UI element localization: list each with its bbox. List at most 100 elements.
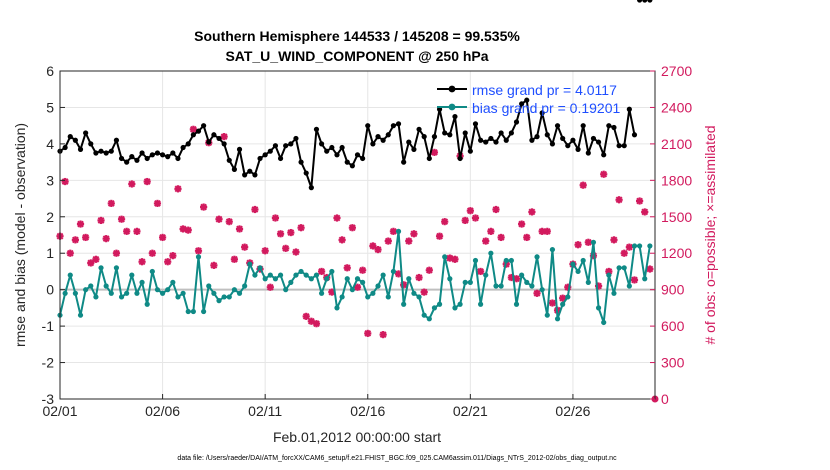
right-tick-label: 1500 xyxy=(661,209,692,225)
bias-point xyxy=(431,305,438,311)
bias-point xyxy=(67,272,73,278)
bias-point xyxy=(447,276,453,282)
bias-point xyxy=(462,279,468,285)
obs-mark-stroke xyxy=(528,208,536,216)
bias-point xyxy=(385,294,391,300)
left-tick-label: 0 xyxy=(46,282,54,298)
obs-point xyxy=(148,249,156,257)
obs-mark-stroke xyxy=(164,258,172,266)
obs-point xyxy=(446,254,454,262)
obs-mark-stroke xyxy=(266,283,274,291)
obs-point xyxy=(128,180,136,188)
obs-point xyxy=(461,216,469,225)
obs-mark-stroke xyxy=(302,312,310,320)
bias-point xyxy=(93,294,99,300)
rmse-point xyxy=(508,130,514,136)
left-tick-label: -3 xyxy=(42,391,55,407)
bias-point xyxy=(554,316,561,322)
obs-mark-stroke xyxy=(374,246,382,253)
obs-point xyxy=(123,227,131,235)
right-tick-label: 300 xyxy=(661,355,685,371)
bias-point xyxy=(170,279,176,285)
obs-point xyxy=(600,170,608,178)
obs-mark-stroke xyxy=(523,234,531,241)
rmse-point xyxy=(401,159,407,165)
x-tick-label: 02/21 xyxy=(453,403,488,419)
rmse-point xyxy=(498,130,504,136)
obs-point xyxy=(492,205,500,214)
obs-mark-stroke xyxy=(405,237,413,245)
rmse-series xyxy=(57,0,653,191)
bias-point xyxy=(401,301,407,307)
rmse-point xyxy=(283,143,289,149)
rmse-point xyxy=(72,137,78,143)
rmse-point xyxy=(442,130,448,136)
bias-point xyxy=(452,305,458,311)
obs-mark-stroke xyxy=(220,133,228,141)
bias-point xyxy=(493,283,499,289)
rmse-point xyxy=(277,155,284,162)
right-tick-label: 0 xyxy=(661,391,669,407)
bias-point xyxy=(524,279,530,285)
bias-point xyxy=(206,283,212,289)
rmse-point xyxy=(580,123,586,129)
x-tick-label: 02/26 xyxy=(555,403,590,419)
obs-mark-stroke xyxy=(636,197,644,205)
right-axis: 0 300 600 900 1200 1500 1800 2100 2400 2700 xyxy=(650,63,692,407)
rmse-point xyxy=(611,124,617,131)
obs-mark-stroke xyxy=(333,214,341,222)
rmse-point xyxy=(488,135,494,142)
rmse-point xyxy=(154,150,161,156)
obs-mark-stroke xyxy=(77,220,84,228)
rmse-point xyxy=(472,121,479,127)
obs-mark-stroke xyxy=(441,218,449,226)
obs-mark-stroke xyxy=(369,242,377,250)
obs-point xyxy=(235,225,244,233)
rmse-point xyxy=(98,148,104,154)
rmse-point xyxy=(513,119,520,125)
obs-mark-stroke xyxy=(82,234,90,241)
obs-point xyxy=(646,265,654,273)
obs-point xyxy=(153,199,162,208)
rmse-point xyxy=(575,146,581,152)
bias-point xyxy=(262,276,268,282)
chart-title-line2: SAT_U_WIND_COMPONENT @ 250 hPa xyxy=(225,48,488,64)
rmse-point xyxy=(118,155,125,162)
bias-point xyxy=(483,272,489,278)
obs-point xyxy=(389,227,398,235)
legend: rmse grand pr = 4.0117 bias grand pr = 0… xyxy=(437,82,620,116)
obs-mark-stroke xyxy=(225,218,233,226)
bias-point xyxy=(395,228,402,234)
bias-point xyxy=(185,308,191,315)
obs-point xyxy=(420,288,428,296)
obs-point xyxy=(158,233,167,242)
bias-point xyxy=(211,290,217,296)
left-tick-label: 5 xyxy=(46,99,54,115)
obs-mark-stroke xyxy=(200,203,208,211)
rmse-point xyxy=(88,141,94,147)
rmse-point xyxy=(324,148,330,154)
rmse-point xyxy=(626,106,632,112)
rmse-point xyxy=(103,150,109,156)
obs-point xyxy=(184,226,192,234)
bias-point xyxy=(298,268,304,275)
rmse-point xyxy=(159,152,166,158)
obs-point xyxy=(410,230,418,238)
bias-point xyxy=(642,276,648,282)
rmse-point xyxy=(385,132,391,138)
obs-point xyxy=(441,218,449,226)
obs-point xyxy=(610,236,618,244)
rmse-point xyxy=(67,134,73,140)
obs-point xyxy=(374,245,382,254)
bias-point xyxy=(606,272,612,278)
obs-mark-stroke xyxy=(579,181,587,189)
rmse-point xyxy=(252,172,258,178)
bias-point xyxy=(426,316,432,322)
bias-point xyxy=(313,272,320,278)
rmse-point xyxy=(360,155,366,162)
obs-point xyxy=(189,125,197,133)
rmse-point xyxy=(113,137,120,143)
bias-point xyxy=(288,279,294,285)
obs-mark-stroke xyxy=(230,255,238,263)
left-tick-label: 2 xyxy=(46,209,54,225)
